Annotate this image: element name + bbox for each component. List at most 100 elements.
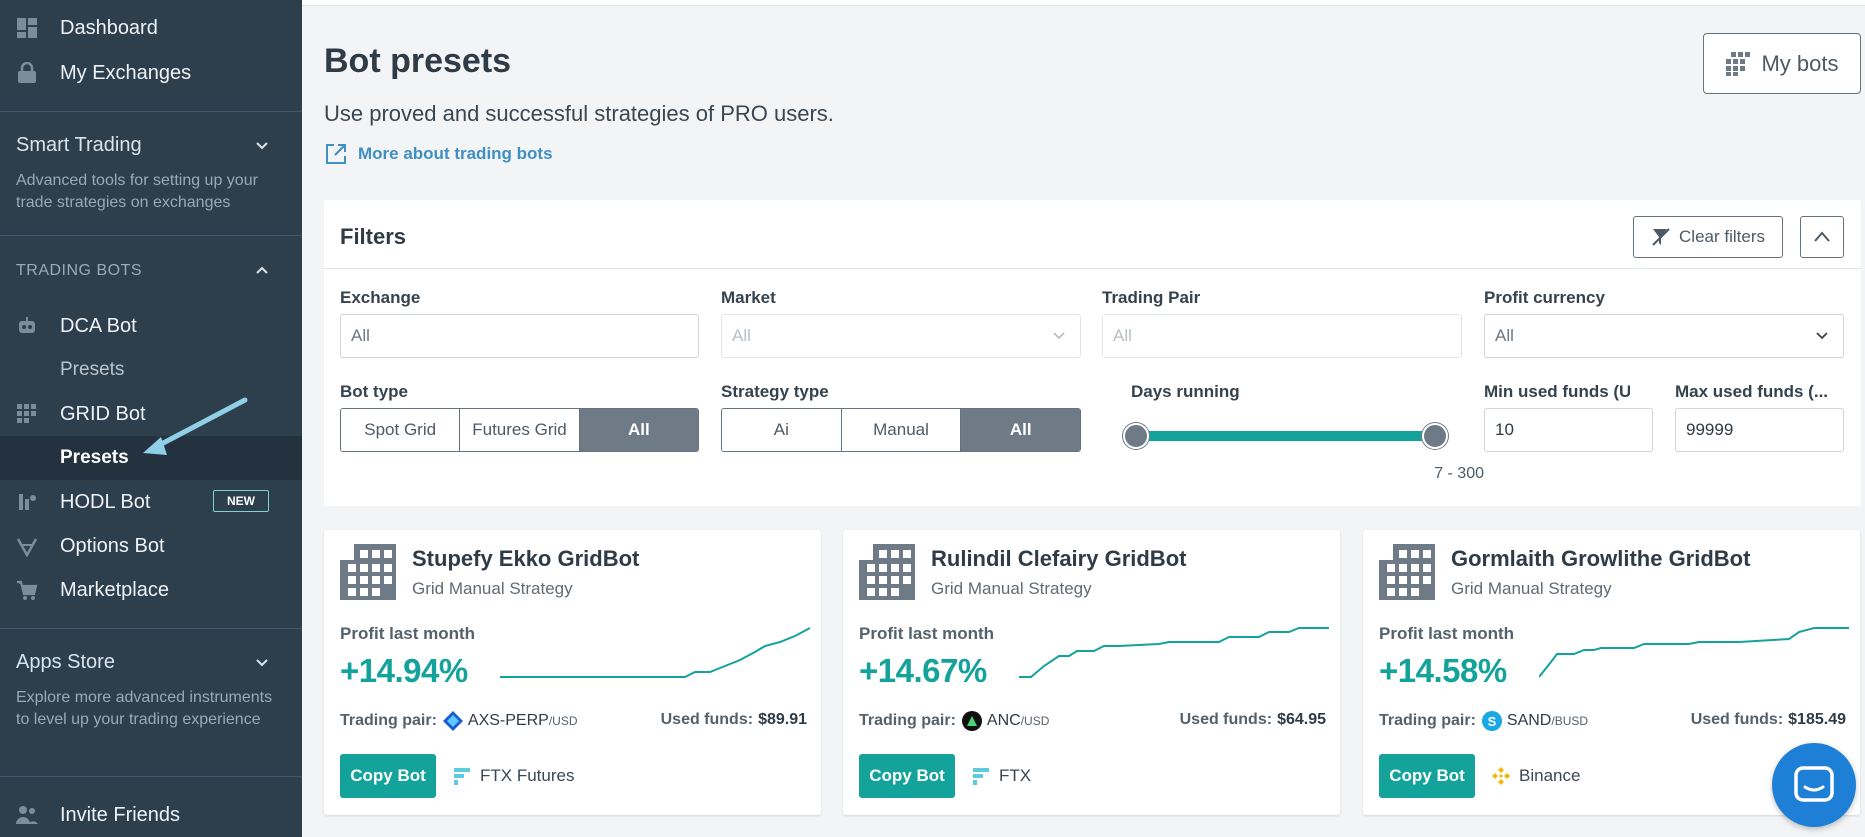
trading-pair: Trading pair: AXS-PERP/USD: [340, 711, 578, 731]
grid-icon: [15, 402, 39, 426]
sidebar-item-label: Presets: [60, 447, 129, 468]
pair-quote: /USD: [548, 714, 578, 728]
grid-bot-icon: [1379, 544, 1435, 600]
sidebar-item-label: Marketplace: [60, 578, 169, 601]
sidebar-divider: [0, 628, 302, 629]
new-badge: NEW: [213, 490, 269, 512]
strategy-type-label: Strategy type: [721, 382, 829, 401]
preset-card[interactable]: Stupefy Ekko GridBot Grid Manual Strateg…: [324, 530, 821, 815]
chat-launcher-button[interactable]: [1772, 743, 1856, 827]
profit-sparkline: [1019, 627, 1329, 678]
external-link-icon: [326, 144, 346, 164]
bot-type-all[interactable]: All: [579, 409, 698, 451]
sidebar-section-apps-store[interactable]: Apps Store: [16, 651, 115, 673]
profit-currency-value: All: [1495, 326, 1514, 345]
bot-name: Gormlaith Growlithe GridBot: [1451, 546, 1751, 571]
top-bar: [302, 0, 1865, 6]
copy-bot-button[interactable]: Copy Bot: [340, 754, 436, 798]
sidebar-item-options-bot[interactable]: Options Bot: [0, 524, 302, 568]
sidebar-item-label: Dashboard: [60, 16, 158, 39]
sidebar-caption-trading-bots: TRADING BOTS: [16, 262, 143, 279]
exchange-label: Binance: [1519, 766, 1581, 785]
more-link-text: More about trading bots: [358, 144, 553, 163]
chevron-up-icon[interactable]: [254, 262, 270, 278]
sidebar-item-label: HODL Bot: [60, 490, 151, 513]
axs-coin-icon: [442, 711, 463, 731]
strategy-type-ai[interactable]: Ai: [722, 409, 842, 451]
sidebar-section-smart-trading[interactable]: Smart Trading: [16, 134, 142, 156]
chevron-down-icon[interactable]: [254, 655, 270, 671]
market-value: All: [732, 326, 751, 345]
sand-coin-icon: S: [1481, 711, 1502, 731]
grid-bot-icon: [340, 544, 396, 600]
days-running-min-handle[interactable]: [1123, 423, 1149, 449]
days-running-track[interactable]: [1136, 431, 1434, 441]
sidebar-item-dashboard[interactable]: Dashboard: [0, 6, 302, 50]
trading-pair-input[interactable]: All: [1102, 314, 1462, 358]
sidebar-item-hodl-bot[interactable]: HODL Bot: [0, 480, 302, 524]
grid-icon: [1726, 51, 1751, 76]
bot-name: Stupefy Ekko GridBot: [412, 546, 640, 571]
profit-label: Profit last month: [1379, 624, 1515, 643]
robot-icon: [15, 314, 39, 338]
strategy-type-manual[interactable]: Manual: [841, 409, 962, 451]
bot-type-futures-grid[interactable]: Futures Grid: [460, 409, 580, 451]
profit-sparkline: [500, 627, 810, 678]
copy-bot-button[interactable]: Copy Bot: [859, 754, 955, 798]
trading-pair-label: Trading pair:: [859, 712, 956, 729]
used-funds: Used funds: $64.95: [1180, 711, 1326, 729]
filters-title: Filters: [340, 224, 407, 249]
pair-base: AXS-PERP: [467, 712, 549, 729]
collapse-filters-button[interactable]: [1800, 216, 1844, 258]
sidebar-item-label: Options Bot: [60, 534, 165, 557]
my-bots-button[interactable]: My bots: [1703, 33, 1861, 94]
binance-icon: [1491, 766, 1511, 786]
trading-pair-label: Trading pair:: [340, 712, 437, 729]
sidebar-item-dca-presets[interactable]: Presets: [0, 348, 302, 392]
pair-quote: /BUSD: [1551, 714, 1589, 728]
days-running-max-handle[interactable]: [1422, 423, 1448, 449]
used-funds-value: $64.95: [1277, 711, 1326, 728]
chevron-down-icon: [1816, 332, 1828, 340]
sidebar-item-label: My Exchanges: [60, 61, 192, 84]
trading-pair: Trading pair: S SAND/BUSD: [1379, 711, 1588, 731]
exchange-name: FTX Futures: [452, 766, 574, 786]
users-icon: [15, 803, 39, 827]
exchange-label: FTX Futures: [480, 766, 575, 785]
bot-strategy: Grid Manual Strategy: [931, 579, 1092, 598]
sidebar-item-grid-presets[interactable]: Presets: [0, 436, 302, 480]
page-title: Bot presets: [324, 42, 512, 80]
bot-type-segmented: Spot Grid Futures Grid All: [340, 408, 699, 452]
more-about-bots-link[interactable]: More about trading bots: [324, 142, 553, 166]
sidebar-item-my-exchanges[interactable]: My Exchanges: [0, 51, 302, 95]
clear-filters-button[interactable]: Clear filters: [1633, 216, 1783, 258]
ftx-icon: [971, 766, 991, 786]
preset-card[interactable]: Rulindil Clefairy GridBot Grid Manual St…: [843, 530, 1340, 815]
exchange-label: Exchange: [340, 288, 421, 307]
market-select[interactable]: All: [721, 314, 1081, 358]
used-funds-label: Used funds:: [660, 711, 754, 728]
exchange-input[interactable]: All: [340, 314, 699, 358]
page-subtitle: Use proved and successful strategies of …: [324, 101, 834, 126]
sidebar-item-invite-friends[interactable]: Invite Friends: [0, 793, 302, 837]
trading-pair-label: Trading pair:: [1379, 712, 1476, 729]
bot-strategy: Grid Manual Strategy: [412, 579, 573, 598]
profit-currency-select[interactable]: All: [1484, 314, 1844, 358]
sidebar-item-marketplace[interactable]: Marketplace: [0, 568, 302, 612]
sidebar-item-label: DCA Bot: [60, 314, 137, 337]
sidebar-item-dca-bot[interactable]: DCA Bot: [0, 304, 302, 348]
chevron-down-icon[interactable]: [254, 138, 270, 154]
chevron-down-icon: [1053, 332, 1065, 340]
copy-bot-button[interactable]: Copy Bot: [1379, 754, 1475, 798]
chat-icon: [1794, 766, 1834, 802]
min-used-funds-label: Min used funds (U...: [1484, 382, 1630, 401]
grid-bot-icon: [859, 544, 915, 600]
max-used-funds-input[interactable]: 99999: [1675, 408, 1844, 452]
strategy-type-all[interactable]: All: [961, 409, 1080, 451]
clear-filters-label: Clear filters: [1679, 227, 1765, 246]
min-used-funds-input[interactable]: 10: [1484, 408, 1653, 452]
pair-base: SAND: [1506, 712, 1552, 729]
bot-type-spot-grid[interactable]: Spot Grid: [341, 409, 461, 451]
sidebar-item-grid-bot[interactable]: GRID Bot: [0, 392, 302, 436]
used-funds-value: $89.91: [758, 711, 807, 728]
